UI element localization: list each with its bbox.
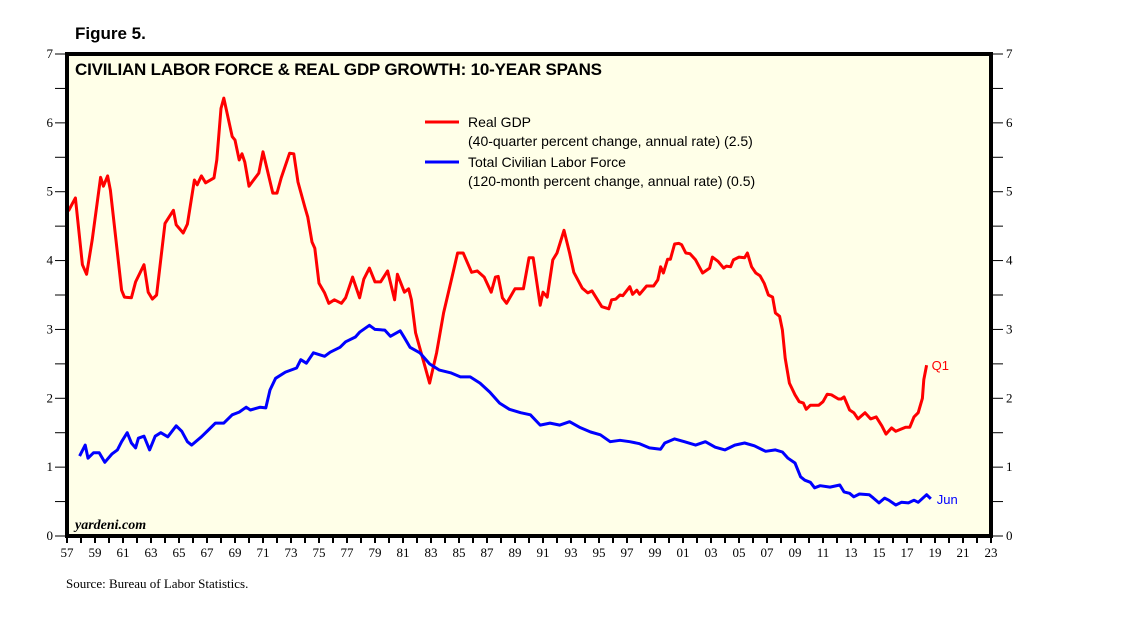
x-tick-label: 21 [957,545,970,560]
x-tick-label: 09 [789,545,802,560]
x-tick-label: 93 [565,545,578,560]
x-tick-label: 77 [341,545,355,560]
x-tick-label: 87 [481,545,495,560]
x-tick-label: 91 [537,545,550,560]
x-tick-label: 01 [677,545,690,560]
x-tick-label: 59 [89,545,102,560]
end-label-labor-force: Jun [937,492,958,507]
x-tick-label: 61 [117,545,130,560]
y-tick-label-left: 3 [47,321,54,336]
x-tick-label: 63 [145,545,158,560]
x-tick-label: 07 [761,545,775,560]
y-tick-label-left: 1 [47,459,54,474]
plot-area [67,54,991,536]
y-axis-right: 0 1 2 3 4 5 6 7 [991,46,1013,543]
x-tick-label: 65 [173,545,186,560]
x-tick-label: 19 [929,545,942,560]
source-note: Source: Bureau of Labor Statistics. [66,576,249,591]
x-tick-label: 95 [593,545,606,560]
y-tick-label-right: 5 [1006,184,1013,199]
x-tick-label: 05 [733,545,746,560]
series-line-real-gdp [67,96,929,436]
chart-title: CIVILIAN LABOR FORCE & REAL GDP GROWTH: … [75,60,602,79]
x-tick-label: 75 [313,545,326,560]
y-tick-label-left: 0 [47,528,54,543]
plot-frame [65,52,993,538]
x-tick-label: 11 [817,545,830,560]
x-tick-label: 79 [369,545,382,560]
legend-label-labor-force: Total Civilian Labor Force [468,154,626,170]
x-tick-label: 81 [397,545,410,560]
watermark: yardeni.com [73,518,146,533]
y-tick-label-right: 7 [1006,46,1013,61]
y-tick-label-left: 5 [47,184,54,199]
legend-label-real-gdp: Real GDP [468,114,531,130]
y-tick-label-right: 6 [1006,115,1013,130]
legend-sublabel-labor-force: (120-month percent change, annual rate) … [468,173,755,189]
figure-label: Figure 5. [75,24,146,43]
x-tick-label: 97 [621,545,635,560]
y-tick-label-left: 7 [47,46,54,61]
end-label-real-gdp: Q1 [932,358,949,373]
x-tick-label: 23 [985,545,998,560]
x-tick-label: 57 [61,545,75,560]
x-tick-label: 83 [425,545,438,560]
y-tick-label-left: 2 [47,390,54,405]
y-tick-label-right: 2 [1006,390,1013,405]
y-tick-label-right: 0 [1006,528,1013,543]
x-tick-label: 71 [257,545,270,560]
y-axis-left: 0 1 2 3 4 5 6 7 [47,46,67,543]
series-line-labor-force [78,323,932,507]
x-tick-label: 69 [229,545,242,560]
y-tick-label-right: 3 [1006,321,1013,336]
y-tick-label-right: 1 [1006,459,1013,474]
x-tick-label: 73 [285,545,298,560]
x-tick-label: 99 [649,545,662,560]
x-tick-label: 15 [873,545,886,560]
x-axis: 57 59 61 63 65 67 69 71 73 75 77 79 81 83 85 87 89 91 93 95… [61,536,998,560]
y-tick-label-left: 6 [47,115,54,130]
x-tick-label: 85 [453,545,466,560]
legend-sublabel-real-gdp: (40-quarter percent change, annual rate)… [468,133,753,149]
y-tick-label-left: 4 [47,253,54,268]
y-tick-label-right: 4 [1006,253,1013,268]
x-tick-label: 89 [509,545,522,560]
x-tick-label: 03 [705,545,718,560]
x-tick-label: 17 [901,545,915,560]
x-tick-label: 13 [845,545,858,560]
x-tick-label: 67 [201,545,215,560]
legend: Real GDP (40-quarter percent change, ann… [425,114,755,189]
